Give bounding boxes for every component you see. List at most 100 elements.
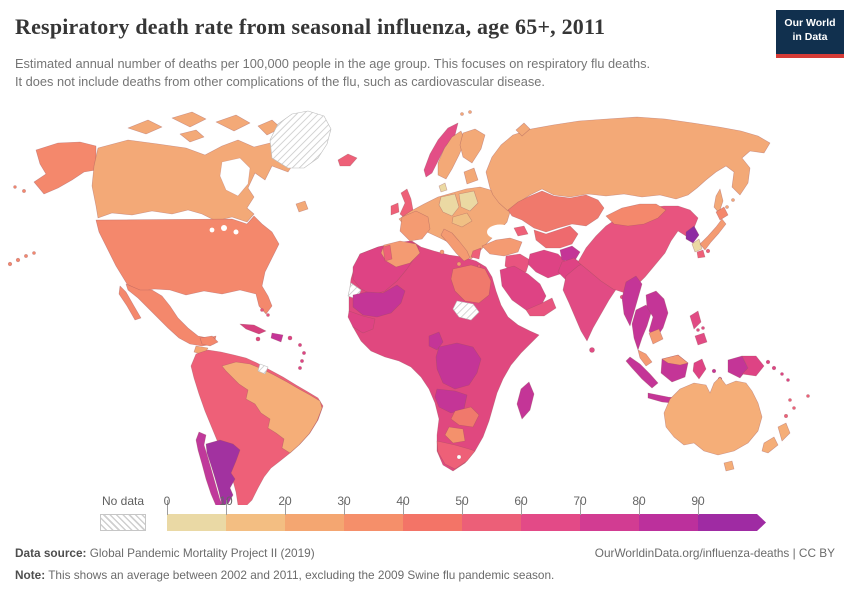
country-south-korea[interactable] (691, 238, 703, 253)
new-britain-islands[interactable] (765, 359, 771, 365)
country-mexico-yucatan[interactable] (199, 335, 219, 347)
country-italy[interactable] (440, 228, 471, 262)
country-south-sudan[interactable] (452, 300, 480, 321)
country-myanmar[interactable] (621, 275, 643, 327)
country-russia[interactable] (485, 116, 771, 212)
legend-bin-4[interactable] (403, 514, 462, 531)
legend-no-data-swatch[interactable] (100, 514, 146, 531)
legend-bin-2[interactable] (285, 514, 344, 531)
region-west-africa[interactable] (347, 310, 376, 334)
country-germany[interactable] (438, 193, 460, 217)
country-portugal[interactable] (382, 244, 393, 262)
region-lesser-antilles[interactable] (302, 351, 306, 355)
region-zambia-zimbabwe[interactable] (450, 406, 480, 428)
legend-bin-6[interactable] (521, 514, 580, 531)
owid-link[interactable]: OurWorldinData.org/influenza-deaths | CC… (594, 546, 835, 560)
region-yemen-oman[interactable] (525, 297, 557, 317)
legend-color-scale[interactable] (167, 514, 766, 531)
country-new-zealand-south[interactable] (761, 436, 779, 454)
country-france[interactable] (399, 210, 431, 242)
owid-logo[interactable]: Our World in Data (776, 10, 844, 58)
country-cuba[interactable] (239, 323, 267, 335)
country-philippines-visayas[interactable] (696, 328, 700, 332)
country-cambodia[interactable] (648, 328, 664, 345)
country-italy-sardinia[interactable] (439, 249, 445, 255)
country-cameroon[interactable] (428, 331, 444, 351)
country-afghanistan[interactable] (559, 245, 581, 263)
country-madagascar[interactable] (516, 381, 535, 420)
country-philippines-luzon[interactable] (689, 310, 702, 330)
country-greece[interactable] (470, 247, 482, 260)
country-mexico-baja[interactable] (118, 285, 142, 321)
country-bahamas[interactable] (260, 308, 264, 312)
country-fiji[interactable] (806, 394, 810, 398)
country-philippines-mindanao[interactable] (694, 332, 708, 346)
country-mongolia[interactable] (605, 203, 667, 227)
country-malaysia[interactable] (637, 349, 653, 367)
country-australia[interactable] (663, 376, 763, 456)
country-suriname[interactable] (257, 363, 269, 375)
region-mauritania-mali[interactable] (352, 284, 406, 318)
svalbard[interactable] (468, 110, 472, 114)
country-japan-honshu[interactable] (699, 218, 727, 251)
country-australia-tasmania[interactable] (723, 460, 735, 472)
legend-bin-9[interactable] (698, 514, 766, 531)
legend-bin-3[interactable] (344, 514, 403, 531)
country-hispaniola[interactable] (270, 332, 284, 343)
country-vanuatu[interactable] (788, 398, 792, 402)
country-greece-crete[interactable] (477, 264, 481, 268)
country-drc[interactable] (435, 342, 482, 390)
region-central-asia[interactable] (533, 225, 579, 249)
region-czech-austria[interactable] (451, 212, 473, 228)
country-bahamas[interactable] (266, 313, 270, 317)
country-iceland[interactable] (337, 153, 358, 167)
country-japan-kyushu[interactable] (696, 249, 706, 259)
country-vanuatu[interactable] (792, 406, 796, 410)
region-lesser-antilles[interactable] (298, 343, 302, 347)
kuril-islands[interactable] (725, 205, 729, 209)
region-baltics[interactable] (463, 167, 479, 185)
country-usa-hawaii[interactable] (15, 257, 21, 263)
kuril-islands[interactable] (731, 198, 735, 202)
country-canada-newfoundland[interactable] (295, 200, 309, 213)
country-solomon-islands[interactable] (786, 378, 790, 382)
country-usa-hawaii[interactable] (32, 251, 36, 255)
country-japan-shikoku[interactable] (705, 248, 711, 254)
country-italy-sicily[interactable] (456, 261, 462, 267)
country-russia-novaya-zemlya[interactable] (515, 122, 531, 137)
country-brazil[interactable] (221, 361, 323, 454)
country-usa-hawaii[interactable] (7, 261, 13, 267)
svalbard[interactable] (460, 112, 464, 116)
country-usa-hawaii[interactable] (24, 254, 28, 258)
legend-bin-7[interactable] (580, 514, 639, 531)
country-canada-arctic[interactable] (171, 111, 207, 128)
legend-bin-1[interactable] (226, 514, 285, 531)
country-aleutians[interactable] (13, 185, 17, 189)
country-puerto-rico[interactable] (287, 335, 293, 341)
country-philippines-visayas[interactable] (701, 326, 705, 330)
country-alaska[interactable] (33, 141, 97, 195)
country-canada-arctic[interactable] (179, 129, 205, 143)
country-turkey[interactable] (481, 237, 523, 257)
country-kazakhstan[interactable] (507, 190, 605, 233)
country-finland[interactable] (459, 128, 486, 164)
country-botswana[interactable] (444, 426, 466, 444)
region-lesser-antilles[interactable] (300, 359, 304, 363)
country-thailand[interactable] (631, 304, 652, 351)
legend-bin-5[interactable] (462, 514, 521, 531)
moluccas-islands[interactable] (711, 368, 717, 374)
country-denmark[interactable] (438, 182, 448, 193)
legend-bin-8[interactable] (639, 514, 698, 531)
country-solomon-islands[interactable] (780, 372, 784, 376)
country-spain[interactable] (380, 240, 421, 268)
country-saudi-arabia[interactable] (499, 265, 547, 311)
country-papua-new-guinea[interactable] (741, 355, 765, 377)
country-sri-lanka[interactable] (589, 347, 595, 353)
country-canada-arctic[interactable] (215, 114, 251, 132)
country-north-korea[interactable] (685, 225, 700, 244)
country-greenland[interactable] (269, 110, 332, 169)
country-chile[interactable] (195, 431, 224, 505)
country-japan-hokkaido[interactable] (715, 206, 729, 221)
country-south-africa[interactable] (436, 440, 476, 470)
country-trinidad[interactable] (298, 366, 302, 370)
